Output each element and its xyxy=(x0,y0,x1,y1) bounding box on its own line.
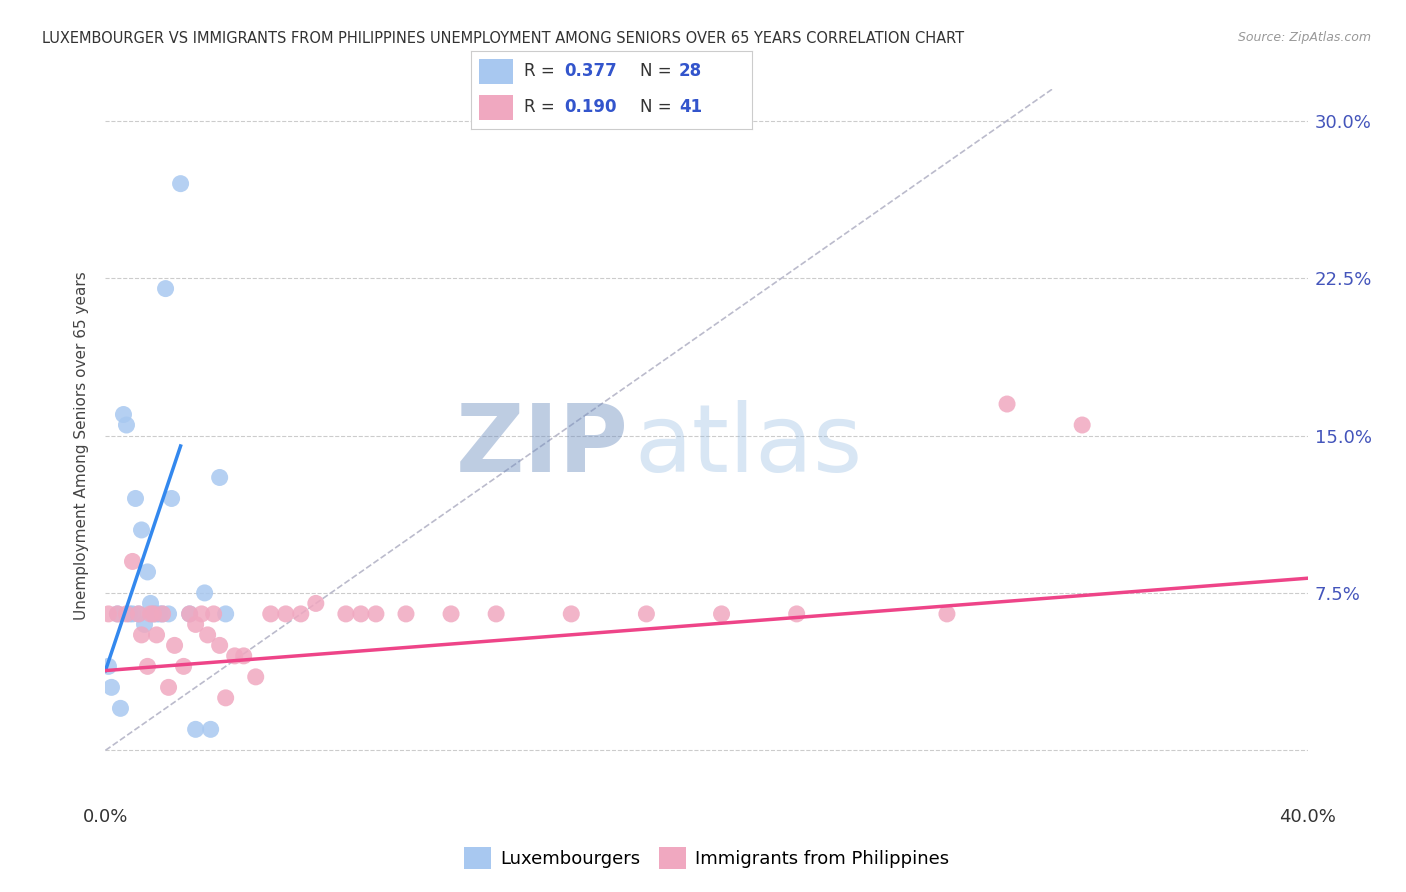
Point xyxy=(97,607,120,621)
Point xyxy=(485,607,508,621)
Point xyxy=(131,628,153,642)
Point xyxy=(121,554,143,568)
Point xyxy=(163,639,186,653)
Point xyxy=(194,586,217,600)
Point xyxy=(121,607,143,621)
Point xyxy=(636,607,658,621)
Point xyxy=(100,681,122,695)
Point xyxy=(128,607,150,621)
Text: 0.377: 0.377 xyxy=(564,62,617,80)
Point xyxy=(136,565,159,579)
Point xyxy=(97,659,120,673)
Point xyxy=(128,607,150,621)
Point xyxy=(145,628,167,642)
Bar xyxy=(479,59,513,84)
Text: ZIP: ZIP xyxy=(456,400,628,492)
Point xyxy=(224,648,246,663)
Point xyxy=(136,659,159,673)
Text: R =: R = xyxy=(524,62,561,80)
Text: N =: N = xyxy=(640,62,676,80)
Point xyxy=(214,690,236,705)
Text: Source: ZipAtlas.com: Source: ZipAtlas.com xyxy=(1237,31,1371,45)
Point xyxy=(936,607,959,621)
Point xyxy=(107,607,129,621)
Point xyxy=(179,607,201,621)
Point xyxy=(118,607,141,621)
Point xyxy=(560,607,582,621)
Y-axis label: Unemployment Among Seniors over 65 years: Unemployment Among Seniors over 65 years xyxy=(75,272,90,620)
Point xyxy=(200,723,222,737)
Point xyxy=(139,596,162,610)
Point xyxy=(197,628,219,642)
Point xyxy=(364,607,387,621)
Point xyxy=(395,607,418,621)
Point xyxy=(208,470,231,484)
Text: atlas: atlas xyxy=(634,400,863,492)
Text: 28: 28 xyxy=(679,62,702,80)
Point xyxy=(184,617,207,632)
Point xyxy=(142,607,165,621)
Point xyxy=(179,607,201,621)
Text: R =: R = xyxy=(524,98,561,116)
Point xyxy=(145,607,167,621)
Point xyxy=(274,607,297,621)
Point xyxy=(232,648,254,663)
Point xyxy=(202,607,225,621)
Bar xyxy=(479,95,513,120)
Point xyxy=(305,596,328,610)
Point xyxy=(335,607,357,621)
Point xyxy=(148,607,170,621)
Point xyxy=(350,607,373,621)
Point xyxy=(290,607,312,621)
Legend: Luxembourgers, Immigrants from Philippines: Luxembourgers, Immigrants from Philippin… xyxy=(457,839,956,876)
Point xyxy=(995,397,1018,411)
Point xyxy=(190,607,212,621)
Point xyxy=(131,523,153,537)
Point xyxy=(115,417,138,432)
Text: 41: 41 xyxy=(679,98,702,116)
Point xyxy=(124,491,146,506)
Point xyxy=(184,723,207,737)
Point xyxy=(115,607,138,621)
Point xyxy=(710,607,733,621)
Point xyxy=(155,282,177,296)
Point xyxy=(169,177,191,191)
Point xyxy=(107,607,129,621)
Point xyxy=(440,607,463,621)
Point xyxy=(214,607,236,621)
Point xyxy=(110,701,132,715)
Point xyxy=(134,617,156,632)
Point xyxy=(173,659,195,673)
Point xyxy=(208,639,231,653)
Point xyxy=(245,670,267,684)
Point xyxy=(152,607,174,621)
Text: LUXEMBOURGER VS IMMIGRANTS FROM PHILIPPINES UNEMPLOYMENT AMONG SENIORS OVER 65 Y: LUXEMBOURGER VS IMMIGRANTS FROM PHILIPPI… xyxy=(42,31,965,46)
Point xyxy=(152,607,174,621)
Point xyxy=(786,607,808,621)
Point xyxy=(260,607,283,621)
Point xyxy=(1071,417,1094,432)
Point xyxy=(157,607,180,621)
Point xyxy=(142,607,165,621)
Point xyxy=(139,607,162,621)
Text: N =: N = xyxy=(640,98,676,116)
Point xyxy=(157,681,180,695)
Point xyxy=(160,491,183,506)
Text: 0.190: 0.190 xyxy=(564,98,616,116)
Point xyxy=(112,408,135,422)
